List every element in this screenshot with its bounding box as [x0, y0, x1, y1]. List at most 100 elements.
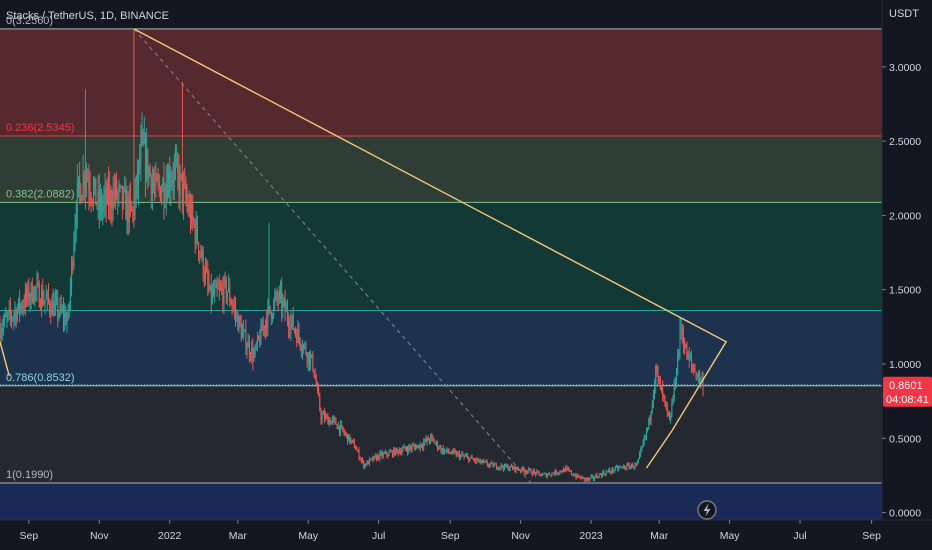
fib-label-1: 1(0.1990)	[6, 469, 53, 481]
candle-body	[180, 174, 182, 177]
candle-body	[292, 315, 294, 329]
candle-body	[530, 469, 532, 474]
candle-body	[510, 465, 512, 468]
time-tick-label: May	[298, 530, 319, 542]
candle-body	[27, 286, 29, 298]
candle-body	[677, 355, 679, 375]
candle-body	[562, 468, 564, 472]
candle-body	[59, 303, 61, 314]
candle-body	[142, 131, 144, 144]
time-axis[interactable]: Sep Nov 2022 Mar May Jul Sep Nov 2023 Mar May Jul Se…	[20, 520, 882, 542]
candle-body	[585, 478, 587, 480]
candle-body	[286, 308, 288, 320]
candle-body	[632, 464, 634, 468]
candle-body	[26, 290, 28, 298]
candle-body	[181, 176, 183, 203]
candle-body	[463, 455, 465, 457]
candle-body	[409, 446, 411, 448]
candle-body	[108, 183, 110, 206]
candle-body	[206, 268, 208, 272]
candle-body	[471, 456, 473, 459]
candle-body	[469, 458, 471, 462]
candle-body	[522, 467, 524, 470]
fib-zone-0	[0, 28, 882, 137]
fib-label-0: 0(3.2560)	[6, 15, 53, 27]
candle-body	[16, 309, 18, 321]
candle-body	[198, 242, 200, 254]
candle-body	[476, 458, 478, 462]
candle-body	[686, 344, 688, 360]
price-tick-label: 2.5000	[889, 136, 921, 148]
candle-body	[400, 451, 402, 454]
price-tick-label: 0.0000	[889, 508, 921, 520]
candle-body	[464, 456, 466, 458]
candle-body	[273, 301, 275, 317]
candle-body	[270, 312, 272, 319]
candle-body	[539, 473, 541, 477]
candle-body	[640, 449, 642, 454]
price-tick-label: 2.0000	[889, 210, 921, 222]
candle-body	[228, 286, 230, 292]
candle-body	[637, 458, 639, 464]
candle-body	[599, 473, 601, 475]
candle-body	[7, 312, 9, 317]
candle-body	[702, 378, 704, 390]
candle-body	[38, 283, 40, 307]
candle-body	[448, 451, 450, 453]
candle-body	[128, 195, 130, 223]
candle-body	[153, 183, 155, 186]
candle-body	[32, 300, 34, 302]
candle-body	[193, 219, 195, 225]
candlestick-series	[0, 28, 704, 482]
candle-body	[462, 454, 464, 456]
candle-body	[538, 471, 540, 474]
symbol-title[interactable]: Stacks / TetherUS, 1D, BINANCE	[6, 10, 169, 22]
candle-body	[508, 468, 510, 470]
candle-body	[311, 354, 313, 357]
candle-body	[396, 448, 398, 451]
candle-body	[52, 300, 54, 316]
candle-body	[440, 446, 442, 452]
price-axis[interactable]: 0.0000 0.5000 1.0000 1.5000 2.0000 2.5000 3.00…	[882, 62, 921, 520]
candle-body	[20, 304, 22, 311]
candle-body	[684, 346, 686, 348]
time-tick-label: 2023	[579, 530, 603, 542]
candle-body	[470, 456, 472, 459]
candle-body	[285, 308, 287, 312]
candle-body	[320, 409, 322, 420]
candle-body	[564, 468, 566, 472]
candle-body	[19, 298, 21, 311]
candle-body	[650, 410, 652, 420]
candle-body	[102, 204, 104, 212]
candle-body	[109, 190, 111, 206]
candle-body	[685, 344, 687, 348]
candle-body	[348, 434, 350, 442]
candle-body	[209, 285, 211, 290]
candle-body	[60, 303, 62, 311]
candle-body	[211, 290, 213, 302]
candle-body	[656, 365, 658, 373]
candle-body	[61, 309, 63, 311]
candle-body	[68, 303, 70, 310]
candle-body	[240, 323, 242, 339]
candle-body	[691, 358, 693, 364]
candle-body	[255, 345, 257, 347]
replay-lightning-icon[interactable]	[697, 500, 717, 520]
candle-body	[549, 473, 551, 476]
candle-body	[484, 461, 486, 463]
candle-body	[643, 436, 645, 444]
candle-body	[587, 478, 589, 480]
candle-body	[76, 182, 78, 216]
candle-body	[536, 471, 538, 475]
price-tick-label: 0.5000	[889, 433, 921, 445]
candle-body	[210, 285, 212, 302]
candle-body	[312, 354, 314, 370]
candle-body	[366, 461, 368, 466]
candle-body	[129, 195, 131, 204]
candle-body	[184, 183, 186, 185]
candle-body	[46, 292, 48, 298]
candle-body	[687, 353, 689, 360]
candle-body	[185, 184, 187, 199]
candle-body	[542, 474, 544, 476]
